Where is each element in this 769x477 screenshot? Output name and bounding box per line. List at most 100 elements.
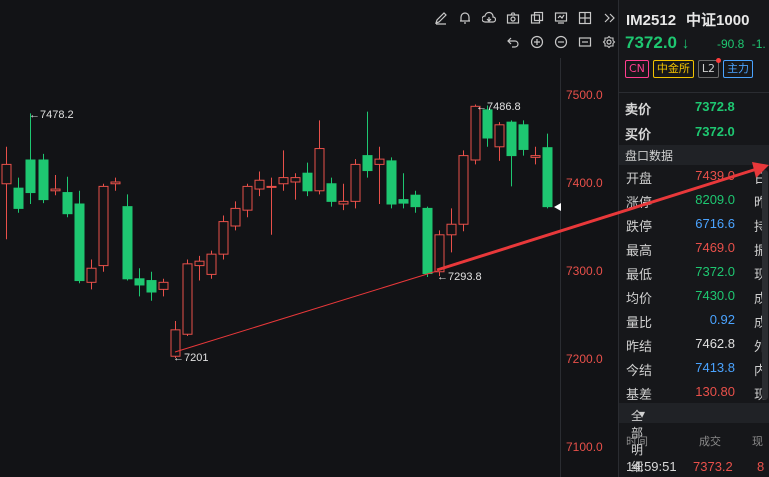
chart-toolbar	[0, 0, 618, 58]
y-tick-7300: 7300.0	[566, 264, 603, 278]
tag-cn: CN	[625, 60, 649, 78]
candle-body[interactable]	[386, 160, 397, 205]
zoom-in-icon[interactable]	[529, 34, 545, 50]
market-data-title: 盘口数据	[625, 149, 674, 163]
detail-header[interactable]: 全部明细 ▾	[619, 403, 769, 474]
candle-body[interactable]	[158, 281, 169, 290]
copy-icon[interactable]	[529, 10, 545, 26]
candle-body[interactable]	[542, 147, 553, 208]
candle-body[interactable]	[422, 207, 433, 275]
contract-title: IM2512 中证1000	[626, 9, 749, 30]
collapse-icon[interactable]	[601, 10, 617, 26]
row-value: 130.80	[695, 384, 735, 399]
row-label: 开盘	[626, 172, 653, 187]
candle-body[interactable]	[13, 187, 24, 209]
screen-icon[interactable]	[553, 10, 569, 26]
candle-body[interactable]	[182, 263, 193, 335]
y-tick-7200: 7200.0	[566, 352, 603, 366]
candle-body[interactable]	[446, 223, 457, 236]
candle-body[interactable]	[266, 185, 277, 188]
market-data-header[interactable]: 盘口数据	[619, 145, 769, 165]
candle-body[interactable]	[518, 124, 529, 150]
scrollbar[interactable]	[762, 170, 768, 400]
kline-chart[interactable]	[0, 0, 560, 477]
candle-body[interactable]	[470, 105, 481, 161]
candle-body[interactable]	[50, 188, 61, 192]
trendline[interactable]	[174, 270, 438, 353]
row-value: 7372.0	[695, 264, 735, 279]
candle-body[interactable]	[62, 192, 73, 215]
candle-body[interactable]	[290, 177, 301, 183]
tag-l2[interactable]: L2	[697, 58, 722, 78]
down-arrow-icon: ↓	[681, 35, 690, 52]
fit-icon[interactable]	[577, 34, 593, 50]
cloud-icon[interactable]	[481, 10, 497, 26]
kline-chart-area[interactable]	[0, 0, 618, 477]
row-value: 8209.0	[695, 192, 735, 207]
ask-label: 卖价	[625, 103, 652, 118]
candle-body[interactable]	[302, 172, 313, 192]
row-value: 7439.0	[695, 168, 735, 183]
candle-body[interactable]	[350, 163, 361, 202]
candle-body[interactable]	[494, 124, 505, 148]
y-tick-7100: 7100.0	[566, 440, 603, 454]
quote-panel: IM2512 中证1000 7372.0 ↓ -90.8 -1. CN 中金所 L…	[619, 0, 769, 477]
undo-icon[interactable]	[505, 34, 521, 50]
candle-body[interactable]	[146, 280, 157, 293]
tag-main-contract: 主力	[723, 60, 754, 78]
bell-icon[interactable]	[457, 10, 473, 26]
zoom-out-icon[interactable]	[553, 34, 569, 50]
col-deal: 成交	[699, 435, 721, 448]
row-label: 跌停	[626, 220, 653, 235]
candle-body[interactable]	[74, 203, 85, 282]
candle-body[interactable]	[338, 200, 349, 205]
candle-body[interactable]	[110, 181, 121, 185]
candle-body[interactable]	[278, 177, 289, 185]
row-value: 0.92	[709, 312, 735, 327]
candle-body[interactable]	[38, 159, 49, 201]
annotation-high-2: ←7486.8	[476, 101, 521, 113]
annotation-high-1: ←7478.2	[29, 109, 74, 121]
contract-tags: CN 中金所 L2 主力	[625, 58, 754, 78]
candle-body[interactable]	[98, 185, 109, 267]
candle-body[interactable]	[206, 253, 217, 275]
camera-icon[interactable]	[505, 10, 521, 26]
row-label: 基差	[626, 388, 653, 403]
candle-body[interactable]	[122, 206, 133, 280]
price-change: -90.8 -1.	[717, 37, 766, 51]
last-price-marker	[554, 203, 561, 211]
row-label: 最高	[626, 244, 653, 259]
candle-body[interactable]	[374, 158, 385, 165]
settings-icon[interactable]	[601, 34, 617, 50]
candle-body[interactable]	[458, 155, 469, 225]
candle-body[interactable]	[1, 163, 12, 185]
candle-body[interactable]	[530, 155, 541, 158]
row-label: 均价	[626, 292, 653, 307]
candle-body[interactable]	[134, 278, 145, 286]
candle-body[interactable]	[170, 329, 181, 357]
candle-body[interactable]	[86, 267, 97, 283]
pencil-icon[interactable]	[433, 10, 449, 26]
candle-body[interactable]	[506, 121, 517, 157]
notification-dot	[716, 58, 722, 63]
candle-body[interactable]	[254, 179, 265, 190]
candle-body[interactable]	[326, 183, 337, 202]
candle-body[interactable]	[362, 155, 373, 172]
candle-body[interactable]	[482, 109, 493, 139]
candle-body[interactable]	[434, 234, 445, 273]
grid-icon[interactable]	[577, 10, 593, 26]
row-label: 量比	[626, 316, 653, 331]
annotation-low-1: ←7201	[173, 352, 209, 364]
candle-body[interactable]	[218, 221, 229, 255]
candle-body[interactable]	[242, 185, 253, 211]
candle-body[interactable]	[410, 194, 421, 208]
candle-body[interactable]	[398, 199, 409, 204]
candle-body[interactable]	[25, 159, 36, 194]
candle-body[interactable]	[194, 260, 205, 267]
last-price-value: 7372.0	[625, 33, 677, 52]
price-change-pct: -1.	[751, 37, 766, 51]
col-now: 现	[752, 435, 763, 448]
row-value: 7413.8	[695, 360, 735, 375]
candle-body[interactable]	[314, 148, 325, 192]
candle-body[interactable]	[230, 207, 241, 227]
